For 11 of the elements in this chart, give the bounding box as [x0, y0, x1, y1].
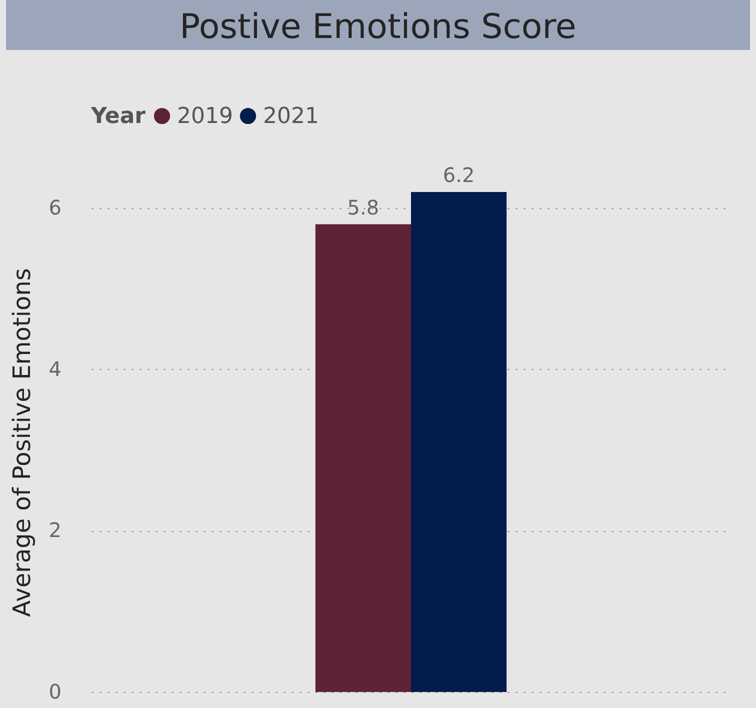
- chart-title: Postive Emotions Score: [6, 0, 750, 50]
- y-tick-label: 0: [48, 680, 62, 704]
- y-axis-title: Average of Positive Emotions: [8, 268, 36, 617]
- legend-label: 2021: [263, 104, 319, 129]
- legend-label: 2019: [177, 104, 233, 129]
- y-tick-label: 2: [48, 518, 62, 542]
- legend-title: Year: [90, 104, 146, 129]
- y-tick-label: 4: [48, 356, 62, 381]
- data-label: 5.8: [347, 195, 380, 220]
- data-label: 6.2: [442, 163, 475, 187]
- y-tick-label: 6: [48, 196, 62, 220]
